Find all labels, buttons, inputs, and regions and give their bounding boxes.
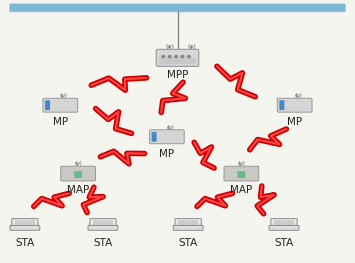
- FancyBboxPatch shape: [269, 225, 299, 230]
- Text: (ψ): (ψ): [187, 44, 196, 49]
- FancyBboxPatch shape: [159, 58, 196, 64]
- FancyBboxPatch shape: [61, 166, 95, 181]
- Text: MPP: MPP: [167, 70, 188, 80]
- FancyBboxPatch shape: [237, 171, 245, 178]
- Text: MAP: MAP: [67, 185, 89, 195]
- Text: MP: MP: [159, 149, 174, 159]
- Text: STA: STA: [274, 238, 294, 248]
- Text: (ψ): (ψ): [166, 44, 175, 49]
- FancyBboxPatch shape: [279, 100, 284, 110]
- FancyBboxPatch shape: [10, 4, 345, 12]
- FancyBboxPatch shape: [93, 220, 113, 225]
- FancyBboxPatch shape: [274, 220, 294, 225]
- Text: MP: MP: [53, 117, 68, 127]
- Circle shape: [162, 55, 165, 58]
- Text: (ψ): (ψ): [166, 125, 174, 130]
- Text: (ψ): (ψ): [74, 161, 82, 166]
- FancyBboxPatch shape: [10, 225, 40, 230]
- FancyBboxPatch shape: [90, 219, 116, 226]
- FancyBboxPatch shape: [43, 98, 78, 112]
- Text: (ψ): (ψ): [237, 161, 245, 166]
- FancyBboxPatch shape: [149, 130, 184, 144]
- FancyBboxPatch shape: [271, 219, 297, 226]
- Circle shape: [187, 55, 190, 58]
- Text: MAP: MAP: [230, 185, 252, 195]
- Text: STA: STA: [179, 238, 198, 248]
- FancyBboxPatch shape: [12, 219, 38, 226]
- FancyBboxPatch shape: [152, 132, 157, 141]
- Circle shape: [181, 55, 184, 58]
- FancyBboxPatch shape: [74, 171, 82, 178]
- Text: (ψ): (ψ): [60, 93, 68, 99]
- Text: STA: STA: [15, 238, 34, 248]
- FancyBboxPatch shape: [175, 219, 201, 226]
- Text: MP: MP: [287, 117, 302, 127]
- FancyBboxPatch shape: [173, 225, 203, 230]
- FancyBboxPatch shape: [15, 220, 35, 225]
- FancyBboxPatch shape: [88, 225, 118, 230]
- FancyBboxPatch shape: [277, 98, 312, 112]
- FancyBboxPatch shape: [45, 100, 50, 110]
- FancyBboxPatch shape: [224, 166, 259, 181]
- Circle shape: [168, 55, 171, 58]
- Circle shape: [175, 55, 178, 58]
- Text: STA: STA: [93, 238, 113, 248]
- Text: (ψ): (ψ): [294, 93, 302, 99]
- FancyBboxPatch shape: [156, 49, 199, 66]
- FancyBboxPatch shape: [178, 220, 198, 225]
